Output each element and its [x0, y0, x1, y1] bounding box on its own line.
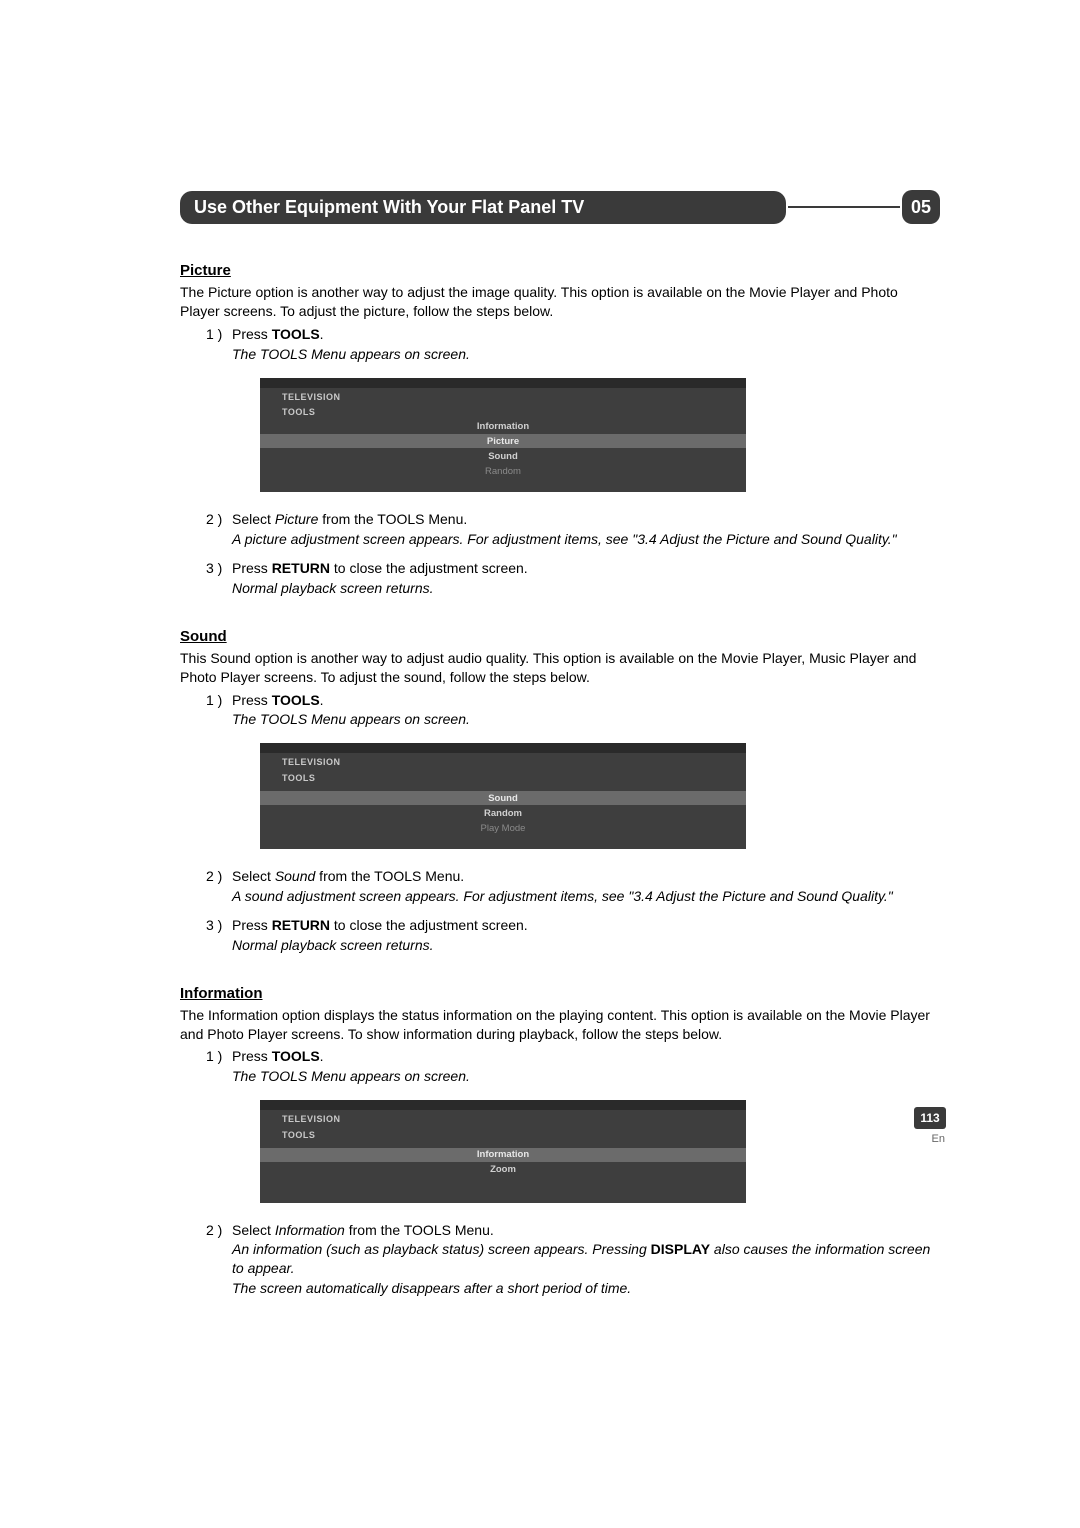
- tv-tools-menu-picture: TELEVISION TOOLS Information Picture Sou…: [260, 378, 746, 493]
- step-note: A sound adjustment screen appears. For a…: [232, 887, 940, 906]
- step-number: 1 ): [206, 325, 232, 344]
- chapter-header: Use Other Equipment With Your Flat Panel…: [180, 190, 940, 224]
- step-2: 2 ) Select Picture from the TOOLS Menu.: [206, 510, 940, 529]
- section-body-picture: The Picture option is another way to adj…: [180, 283, 940, 321]
- tv-topbar: [260, 743, 746, 753]
- step-number: 1 ): [206, 1047, 232, 1066]
- tv-bottom: [260, 478, 746, 492]
- document-page: Use Other Equipment With Your Flat Panel…: [180, 190, 940, 1297]
- step-note: The TOOLS Menu appears on screen.: [232, 345, 940, 364]
- step-text: Select Sound from the TOOLS Menu.: [232, 867, 940, 886]
- header-divider: [788, 206, 900, 208]
- step-1: 1 ) Press TOOLS.: [206, 691, 940, 710]
- step-text: Press TOOLS.: [232, 691, 940, 710]
- tv-label-television: TELEVISION: [260, 1110, 746, 1125]
- tv-label-tools: TOOLS: [260, 403, 746, 418]
- tv-menu-item-dim: Play Mode: [260, 821, 746, 835]
- step-note: Normal playback screen returns.: [232, 936, 940, 955]
- step-number: 1 ): [206, 691, 232, 710]
- step-note: The screen automatically disappears afte…: [232, 1279, 940, 1298]
- tv-menu-item: Information: [260, 419, 746, 433]
- tv-label-television: TELEVISION: [260, 753, 746, 768]
- step-list-picture: 1 ) Press TOOLS. The TOOLS Menu appears …: [206, 325, 940, 598]
- step-list-information: 1 ) Press TOOLS. The TOOLS Menu appears …: [206, 1047, 940, 1297]
- step-text: Press TOOLS.: [232, 325, 940, 344]
- page-language: En: [932, 1133, 945, 1145]
- tv-label-television: TELEVISION: [260, 388, 746, 403]
- section-title-sound: Sound: [180, 628, 940, 645]
- tv-bottom: [260, 835, 746, 849]
- step-text: Press TOOLS.: [232, 1047, 940, 1066]
- step-note: The TOOLS Menu appears on screen.: [232, 1067, 940, 1086]
- step-1: 1 ) Press TOOLS.: [206, 325, 940, 344]
- tv-bottom: [260, 1177, 746, 1203]
- step-1: 1 ) Press TOOLS.: [206, 1047, 940, 1066]
- tv-menu-item: Random: [260, 806, 746, 820]
- page-number: 113: [914, 1107, 946, 1129]
- step-note: The TOOLS Menu appears on screen.: [232, 710, 940, 729]
- tv-menu-item: Sound: [260, 449, 746, 463]
- tv-label-tools: TOOLS: [260, 769, 746, 784]
- chapter-number: 05: [902, 190, 940, 224]
- tv-tools-menu-sound: TELEVISION TOOLS Sound Random Play Mode: [260, 743, 746, 849]
- tv-tools-menu-information: TELEVISION TOOLS Information Zoom: [260, 1100, 746, 1203]
- step-number: 3 ): [206, 559, 232, 578]
- step-3: 3 ) Press RETURN to close the adjustment…: [206, 559, 940, 578]
- step-list-sound: 1 ) Press TOOLS. The TOOLS Menu appears …: [206, 691, 940, 955]
- step-text: Select Picture from the TOOLS Menu.: [232, 510, 940, 529]
- section-body-information: The Information option displays the stat…: [180, 1006, 940, 1044]
- tv-menu-item-selected: Information: [260, 1148, 746, 1162]
- tv-menu-item-dim: Random: [260, 464, 746, 478]
- tv-menu-item-selected: Picture: [260, 434, 746, 448]
- chapter-title: Use Other Equipment With Your Flat Panel…: [180, 191, 786, 224]
- tv-topbar: [260, 1100, 746, 1110]
- step-text: Press RETURN to close the adjustment scr…: [232, 916, 940, 935]
- tv-menu-item: Zoom: [260, 1163, 746, 1177]
- step-text: Press RETURN to close the adjustment scr…: [232, 559, 940, 578]
- tv-topbar: [260, 378, 746, 388]
- step-number: 2 ): [206, 1221, 232, 1240]
- section-title-information: Information: [180, 985, 940, 1002]
- step-number: 2 ): [206, 867, 232, 886]
- tv-menu-item-selected: Sound: [260, 791, 746, 805]
- step-text: Select Information from the TOOLS Menu.: [232, 1221, 940, 1240]
- tv-label-tools: TOOLS: [260, 1126, 746, 1141]
- step-note: A picture adjustment screen appears. For…: [232, 530, 940, 549]
- step-note: An information (such as playback status)…: [232, 1240, 940, 1278]
- section-body-sound: This Sound option is another way to adju…: [180, 649, 940, 687]
- step-number: 3 ): [206, 916, 232, 935]
- step-3: 3 ) Press RETURN to close the adjustment…: [206, 916, 940, 935]
- step-number: 2 ): [206, 510, 232, 529]
- step-2: 2 ) Select Information from the TOOLS Me…: [206, 1221, 940, 1240]
- step-note: Normal playback screen returns.: [232, 579, 940, 598]
- section-title-picture: Picture: [180, 262, 940, 279]
- step-2: 2 ) Select Sound from the TOOLS Menu.: [206, 867, 940, 886]
